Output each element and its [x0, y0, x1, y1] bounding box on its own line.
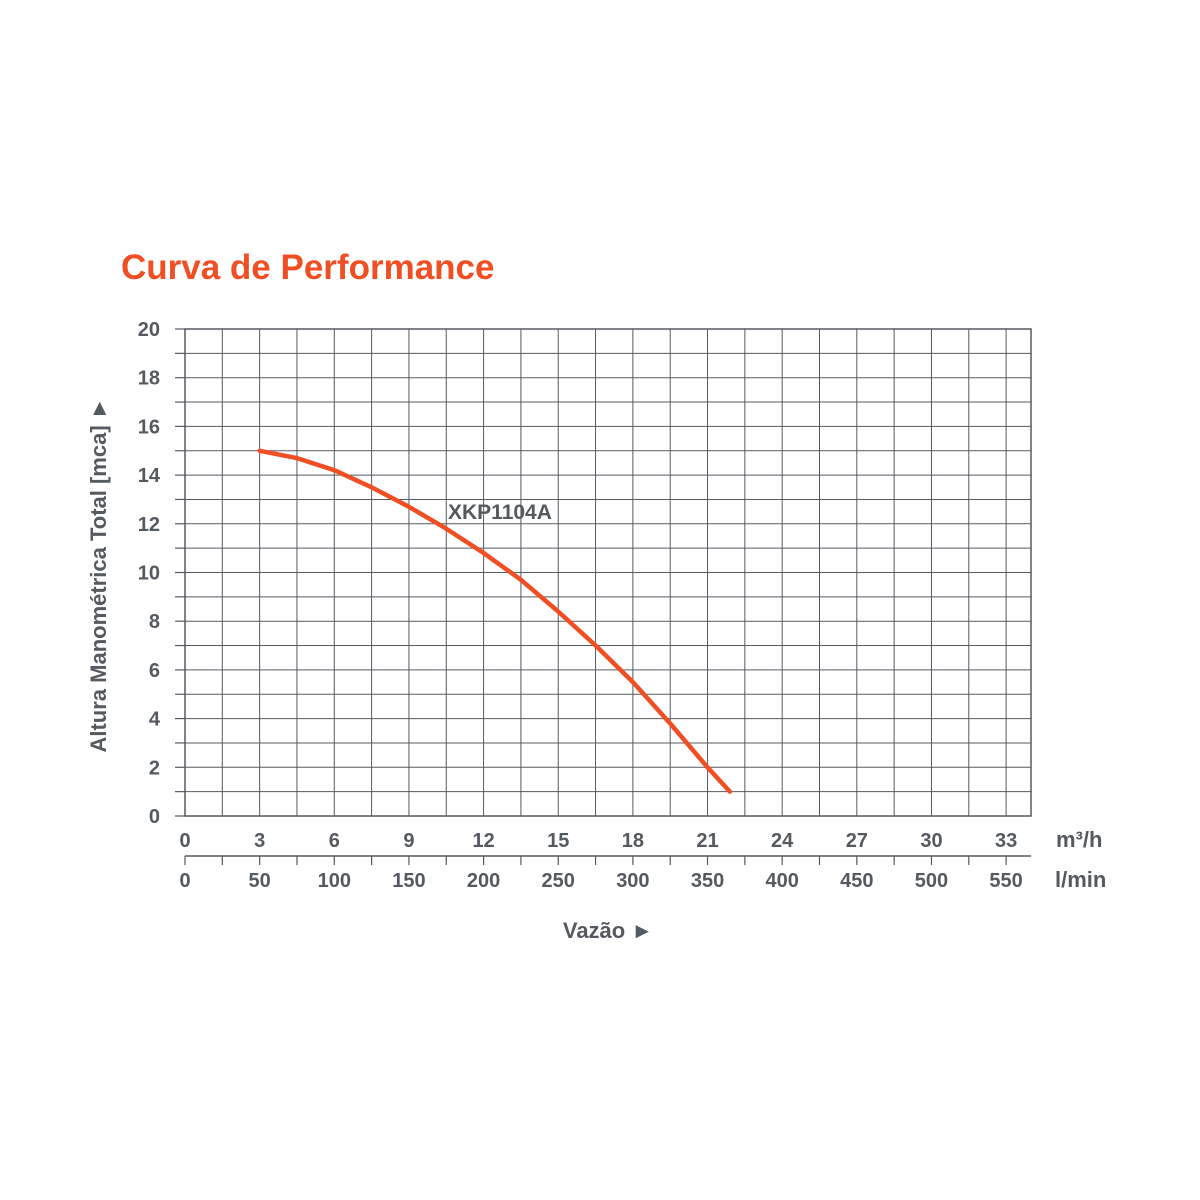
y-tick-label: 6: [149, 660, 160, 682]
x-tick-label-lmin: 100: [318, 870, 351, 892]
x-tick-label-lmin: 200: [467, 870, 500, 892]
series-layer: XKP1104A: [257, 448, 733, 794]
x-unit-lmin: l/min: [1055, 867, 1106, 892]
chart-title: Curva de Performance: [121, 248, 495, 287]
x-tick-label-m3h: 21: [696, 830, 718, 852]
y-tick-label: 2: [149, 757, 160, 779]
x-tick-label-lmin: 550: [989, 870, 1022, 892]
x-tick-label-lmin: 250: [542, 870, 575, 892]
y-tick-label: 16: [138, 416, 160, 438]
y-tick-label: 8: [149, 611, 160, 633]
y-tick-label: 12: [138, 514, 160, 536]
x-tick-label-m3h: 0: [179, 830, 190, 852]
y-tick-label: 10: [138, 563, 160, 585]
x-tick-label-m3h: 15: [547, 830, 569, 852]
x-tick-label-lmin: 150: [392, 870, 425, 892]
x-tick-label-m3h: 6: [329, 830, 340, 852]
series-label: XKP1104A: [448, 501, 552, 524]
x-tick-label-lmin: 400: [765, 870, 798, 892]
x-tick-label-m3h: 12: [472, 830, 494, 852]
x-tick-label-lmin: 450: [840, 870, 873, 892]
y-tick-label: 18: [138, 368, 160, 390]
y-tick-label: 0: [149, 806, 160, 828]
x-tick-label-m3h: 27: [846, 830, 868, 852]
series-line: [257, 448, 733, 794]
x-tick-label-m3h: 24: [771, 830, 794, 852]
x-tick-label-lmin: 500: [915, 870, 948, 892]
x-tick-label-lmin: 0: [179, 870, 190, 892]
x-axis-title: Vazão ►: [563, 918, 653, 943]
x-tick-label-m3h: 33: [995, 830, 1017, 852]
x-tick-label-lmin: 300: [616, 870, 649, 892]
x-tick-label-m3h: 30: [920, 830, 942, 852]
x-tick-label-lmin: 50: [249, 870, 271, 892]
x-unit-m3h: m³/h: [1056, 827, 1102, 852]
x-tick-label-m3h: 3: [254, 830, 265, 852]
x-tick-label-m3h: 18: [622, 830, 644, 852]
y-tick-label: 4: [149, 709, 161, 731]
y-axis-title: Altura Manométrica Total [mca] ►: [86, 397, 111, 752]
x-tick-label-m3h: 9: [403, 830, 414, 852]
grid: [185, 329, 1031, 816]
x-tick-label-lmin: 350: [691, 870, 724, 892]
y-tick-label: 14: [138, 465, 161, 487]
axes: [175, 328, 1032, 865]
y-tick-label: 20: [138, 319, 160, 341]
